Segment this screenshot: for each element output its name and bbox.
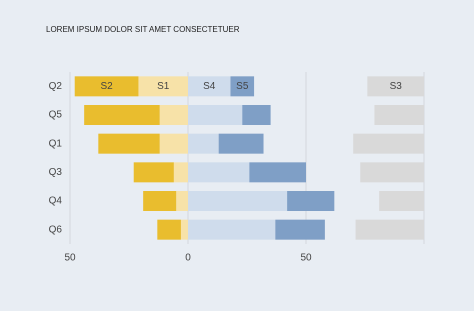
- bar: [218, 133, 264, 154]
- series-label: S5: [236, 81, 249, 92]
- bar: [230, 76, 255, 97]
- bar: [188, 162, 250, 183]
- y-tick-label: Q2: [49, 81, 63, 92]
- y-tick-label: Q1: [49, 138, 63, 149]
- x-tick-label: 50: [300, 253, 312, 264]
- bar: [188, 105, 243, 125]
- bar: [242, 105, 271, 125]
- bar: [355, 219, 424, 240]
- series-label: S3: [390, 81, 403, 92]
- bar: [157, 219, 181, 240]
- bar: [188, 76, 231, 97]
- bar: [74, 76, 139, 97]
- y-tick-label: Q3: [49, 167, 63, 178]
- bar: [353, 133, 424, 154]
- x-tick-label: 50: [64, 253, 76, 264]
- bar: [188, 219, 276, 240]
- y-tick-label: Q6: [49, 224, 63, 235]
- bar: [84, 105, 160, 125]
- bar: [360, 162, 424, 183]
- bar: [275, 219, 325, 240]
- bar: [188, 133, 219, 154]
- bar: [188, 191, 288, 211]
- bar: [176, 191, 188, 211]
- chart-title: LOREM IPSUM DOLOR SIT AMET CONSECTETUER: [46, 25, 240, 34]
- bar: [180, 219, 188, 240]
- bar: [133, 162, 174, 183]
- y-tick-label: Q5: [49, 110, 63, 121]
- bar: [287, 191, 335, 211]
- series-label: S2: [100, 81, 113, 92]
- bar: [143, 191, 177, 211]
- y-tick-label: Q4: [49, 196, 63, 207]
- bar: [159, 133, 188, 154]
- bar: [173, 162, 188, 183]
- bar: [249, 162, 306, 183]
- series-label: S4: [203, 81, 216, 92]
- bar: [374, 105, 424, 125]
- x-tick-label: 0: [185, 253, 191, 264]
- bar: [379, 191, 424, 211]
- bar: [159, 105, 188, 125]
- series-label: S1: [157, 81, 170, 92]
- bar: [98, 133, 160, 154]
- bar: [138, 76, 188, 97]
- bar: [367, 76, 424, 97]
